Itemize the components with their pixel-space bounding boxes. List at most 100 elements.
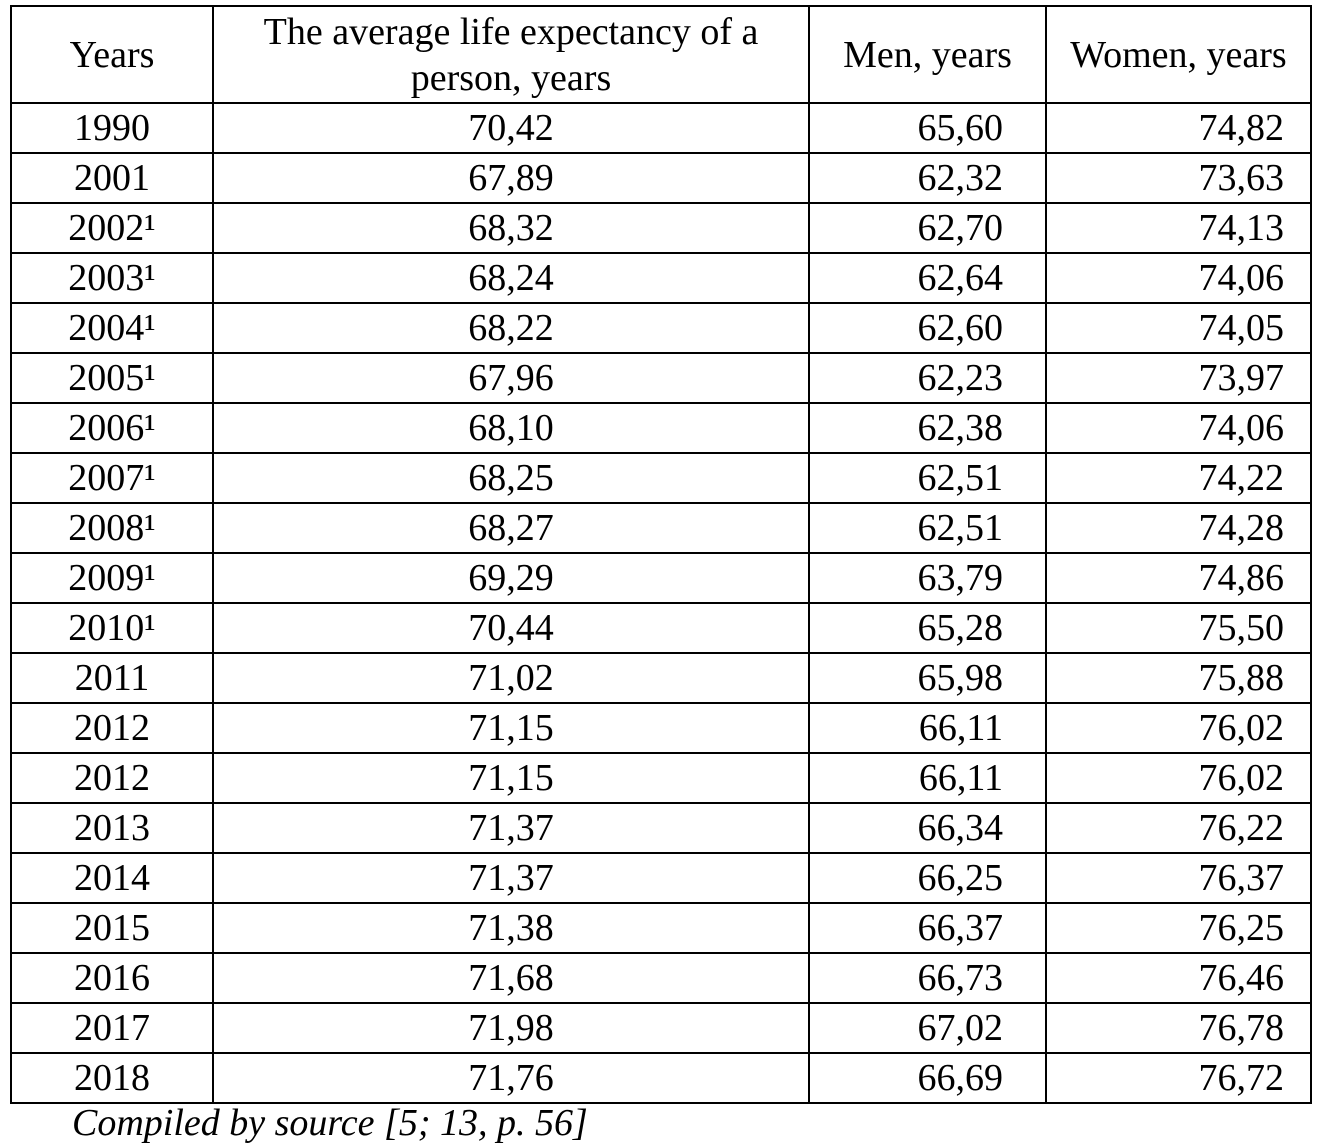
life-expectancy-table: Years The average life expectancy of a pe… <box>10 5 1312 1104</box>
table-cell: 71,98 <box>212 1002 810 1054</box>
table-cell: 62,23 <box>808 352 1047 404</box>
table-cell: 62,70 <box>808 202 1047 254</box>
table-cell: 74,06 <box>1045 402 1312 454</box>
table-cell: 68,10 <box>212 402 810 454</box>
table-cell: 76,02 <box>1045 702 1312 754</box>
table-cell: 2018 <box>10 1052 214 1104</box>
table-row: 2015 71,38 66,37 76,25 <box>10 902 1312 954</box>
table-cell: 71,68 <box>212 952 810 1004</box>
table-cell: 75,50 <box>1045 602 1312 654</box>
table-cell: 2010¹ <box>10 602 214 654</box>
table-cell: 76,72 <box>1045 1052 1312 1104</box>
table-row: 2001 67,89 62,32 73,63 <box>10 152 1312 204</box>
table-cell: 2009¹ <box>10 552 214 604</box>
table-cell: 2013 <box>10 802 214 854</box>
table-row: 2008¹ 68,27 62,51 74,28 <box>10 502 1312 554</box>
table-cell: 71,37 <box>212 802 810 854</box>
table-row: 2018 71,76 66,69 76,72 <box>10 1052 1312 1104</box>
table-cell: 73,63 <box>1045 152 1312 204</box>
source-note: Compiled by source [5; 13, p. 56] <box>72 1102 588 1144</box>
table-cell: 62,51 <box>808 502 1047 554</box>
table-row: 2011 71,02 65,98 75,88 <box>10 652 1312 704</box>
page: Years The average life expectancy of a pe… <box>10 5 1312 1144</box>
table-cell: 68,24 <box>212 252 810 304</box>
table-cell: 76,78 <box>1045 1002 1312 1054</box>
table-cell: 74,06 <box>1045 252 1312 304</box>
table-cell: 65,98 <box>808 652 1047 704</box>
table-cell: 2001 <box>10 152 214 204</box>
table-row: 2017 71,98 67,02 76,78 <box>10 1002 1312 1054</box>
table-cell: 67,96 <box>212 352 810 404</box>
table-cell: 1990 <box>10 102 214 154</box>
table-cell: 2014 <box>10 852 214 904</box>
table-cell: 66,73 <box>808 952 1047 1004</box>
table-cell: 66,11 <box>808 752 1047 804</box>
table-row: 2009¹ 69,29 63,79 74,86 <box>10 552 1312 604</box>
table-cell: 2012 <box>10 702 214 754</box>
table-cell: 71,15 <box>212 752 810 804</box>
table-cell: 74,86 <box>1045 552 1312 604</box>
table-cell: 62,51 <box>808 452 1047 504</box>
table-cell: 69,29 <box>212 552 810 604</box>
table-cell: 70,42 <box>212 102 810 154</box>
table-cell: 62,60 <box>808 302 1047 354</box>
table-cell: 74,28 <box>1045 502 1312 554</box>
table-cell: 65,60 <box>808 102 1047 154</box>
table-cell: 71,76 <box>212 1052 810 1104</box>
table-cell: 68,25 <box>212 452 810 504</box>
table-cell: 70,44 <box>212 602 810 654</box>
table-row: 1990 70,42 65,60 74,82 <box>10 102 1312 154</box>
table-cell: 74,05 <box>1045 302 1312 354</box>
table-cell: 71,37 <box>212 852 810 904</box>
table-cell: 2005¹ <box>10 352 214 404</box>
table-cell: 76,22 <box>1045 802 1312 854</box>
table-cell: 62,32 <box>808 152 1047 204</box>
table-cell: 62,64 <box>808 252 1047 304</box>
table-cell: 76,25 <box>1045 902 1312 954</box>
table-cell: 71,15 <box>212 702 810 754</box>
table-cell: 71,02 <box>212 652 810 704</box>
table-row: 2002¹ 68,32 62,70 74,13 <box>10 202 1312 254</box>
table-row: 2012 71,15 66,11 76,02 <box>10 702 1312 754</box>
table-cell: 2012 <box>10 752 214 804</box>
table-cell: 73,97 <box>1045 352 1312 404</box>
table-cell: 76,46 <box>1045 952 1312 1004</box>
table-cell: 2007¹ <box>10 452 214 504</box>
table-row: 2014 71,37 66,25 76,37 <box>10 852 1312 904</box>
table-cell: 74,82 <box>1045 102 1312 154</box>
table-cell: 66,25 <box>808 852 1047 904</box>
table-cell: 68,32 <box>212 202 810 254</box>
table-body: 1990 70,42 65,60 74,82 2001 67,89 62,32 73,63 20… <box>10 102 1312 1104</box>
table-cell: 68,27 <box>212 502 810 554</box>
table-cell: 68,22 <box>212 302 810 354</box>
table-row: 2016 71,68 66,73 76,46 <box>10 952 1312 1004</box>
table-cell: 71,38 <box>212 902 810 954</box>
table-row: 2005¹ 67,96 62,23 73,97 <box>10 352 1312 404</box>
header-row: Years The average life expectancy of a pe… <box>10 5 1312 104</box>
header-cell: Men, years <box>808 5 1047 104</box>
table-cell: 66,34 <box>808 802 1047 854</box>
table-row: 2006¹ 68,10 62,38 74,06 <box>10 402 1312 454</box>
table-row: 2010¹ 70,44 65,28 75,50 <box>10 602 1312 654</box>
table-row: 2003¹ 68,24 62,64 74,06 <box>10 252 1312 304</box>
header-cell: Women, years <box>1045 5 1312 104</box>
table-cell: 2008¹ <box>10 502 214 554</box>
table-cell: 76,37 <box>1045 852 1312 904</box>
table-cell: 2016 <box>10 952 214 1004</box>
table-cell: 65,28 <box>808 602 1047 654</box>
table-cell: 67,89 <box>212 152 810 204</box>
table-cell: 74,13 <box>1045 202 1312 254</box>
table-cell: 2015 <box>10 902 214 954</box>
table-cell: 2004¹ <box>10 302 214 354</box>
header-cell: Years <box>10 5 214 104</box>
header-cell: The average life expectancy of a person,… <box>212 5 810 104</box>
table-cell: 2006¹ <box>10 402 214 454</box>
table-cell: 2002¹ <box>10 202 214 254</box>
table-cell: 2011 <box>10 652 214 704</box>
table-cell: 66,11 <box>808 702 1047 754</box>
table-cell: 2003¹ <box>10 252 214 304</box>
table-row: 2004¹ 68,22 62,60 74,05 <box>10 302 1312 354</box>
table-cell: 75,88 <box>1045 652 1312 704</box>
table-cell: 2017 <box>10 1002 214 1054</box>
table-cell: 63,79 <box>808 552 1047 604</box>
